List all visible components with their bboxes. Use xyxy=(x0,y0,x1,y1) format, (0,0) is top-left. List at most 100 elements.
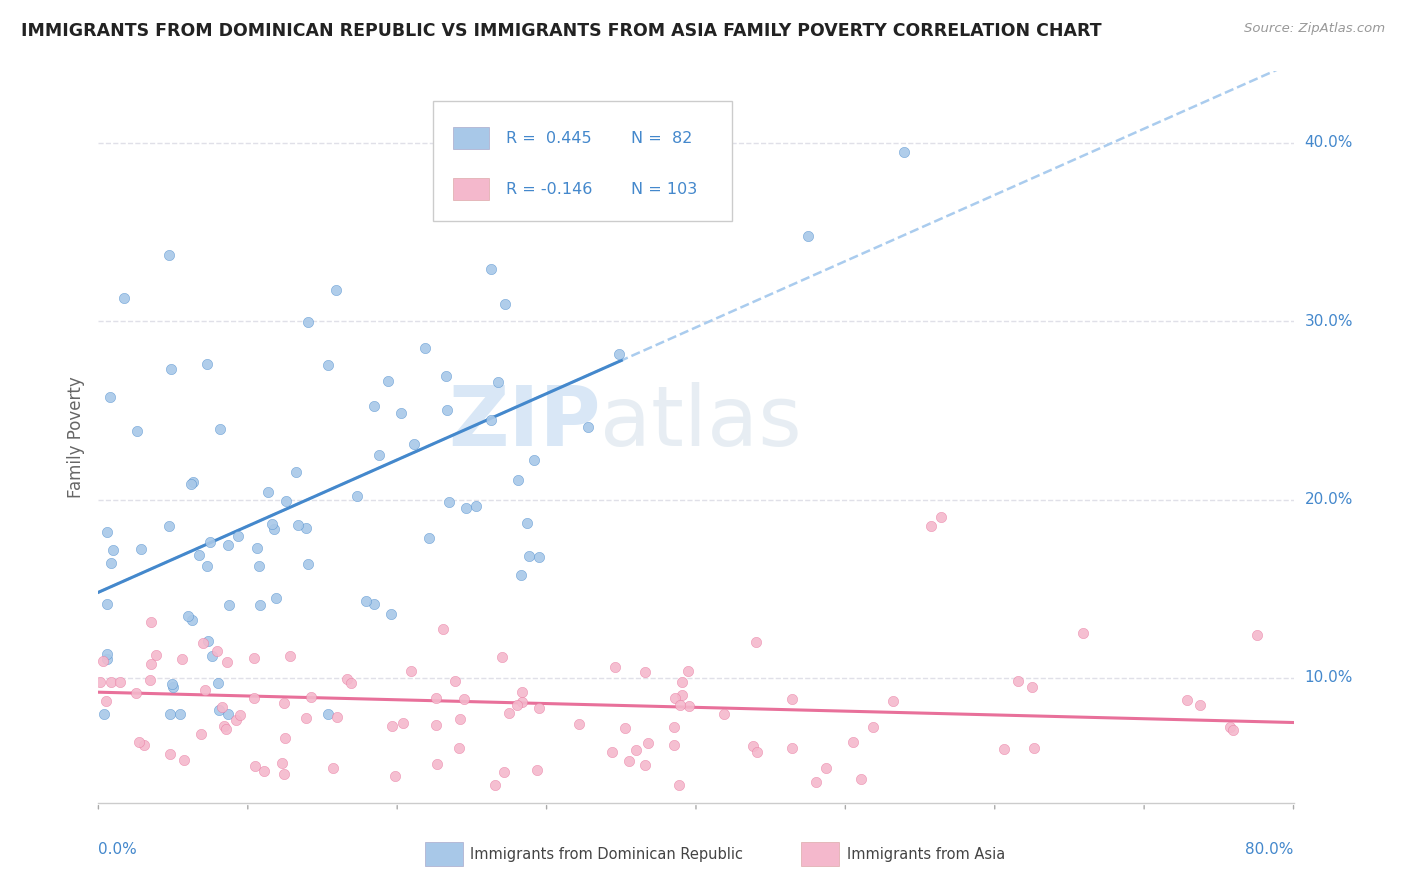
Point xyxy=(1073,625,1095,640)
Point xyxy=(380,607,402,621)
Point xyxy=(1189,698,1212,712)
Point xyxy=(713,706,735,721)
Point xyxy=(624,743,647,757)
Point xyxy=(637,736,659,750)
Point xyxy=(217,706,239,721)
Text: ZIP: ZIP xyxy=(449,382,600,463)
Point xyxy=(340,676,363,690)
Point xyxy=(243,759,266,773)
Point xyxy=(354,594,377,608)
Point xyxy=(212,719,235,733)
Point xyxy=(399,665,422,679)
FancyBboxPatch shape xyxy=(453,178,489,201)
Point xyxy=(93,706,115,721)
Point xyxy=(600,745,623,759)
Point xyxy=(444,674,467,689)
Point xyxy=(207,676,229,690)
Point xyxy=(274,494,297,508)
Point xyxy=(676,664,699,678)
Point xyxy=(439,495,461,509)
Point xyxy=(607,346,630,360)
Point xyxy=(678,698,700,713)
Point xyxy=(160,362,183,376)
Point xyxy=(287,518,309,533)
Point xyxy=(252,764,274,779)
Point xyxy=(316,358,339,372)
Point xyxy=(176,608,198,623)
Point xyxy=(318,706,340,721)
Point xyxy=(208,421,231,435)
Point xyxy=(432,622,454,636)
Point xyxy=(190,727,212,741)
Point xyxy=(664,720,686,734)
Point xyxy=(271,756,294,770)
Point xyxy=(201,648,224,663)
Point xyxy=(125,685,148,699)
Point xyxy=(273,696,295,710)
Point xyxy=(506,698,529,713)
Point xyxy=(218,598,240,612)
Point xyxy=(486,375,509,389)
Point xyxy=(842,735,865,749)
Point xyxy=(671,688,693,702)
Point xyxy=(780,741,803,756)
Point xyxy=(426,757,449,772)
Point xyxy=(617,754,640,768)
Point xyxy=(181,475,204,490)
Point xyxy=(260,517,283,532)
Point xyxy=(181,613,204,627)
Point xyxy=(226,529,249,543)
Point xyxy=(668,778,690,792)
Point xyxy=(510,567,533,582)
Point xyxy=(744,634,766,648)
Point xyxy=(217,655,239,669)
Point xyxy=(108,675,131,690)
Point xyxy=(125,424,148,438)
Point xyxy=(194,683,217,698)
Point xyxy=(576,420,599,434)
Point xyxy=(510,695,533,709)
Point xyxy=(363,597,385,611)
Point xyxy=(191,636,214,650)
Text: R = -0.146: R = -0.146 xyxy=(506,182,592,197)
Text: 40.0%: 40.0% xyxy=(1305,136,1353,150)
Point xyxy=(169,706,191,721)
Point xyxy=(363,399,385,413)
Point xyxy=(273,767,295,781)
Point xyxy=(1219,720,1241,734)
Point xyxy=(381,719,404,733)
Point xyxy=(1175,692,1198,706)
Point xyxy=(664,738,686,752)
Point xyxy=(425,718,447,732)
Point xyxy=(247,558,270,573)
Point xyxy=(479,262,502,277)
Y-axis label: Family Poverty: Family Poverty xyxy=(66,376,84,498)
Point xyxy=(449,712,471,726)
Point xyxy=(1222,723,1244,738)
Point xyxy=(671,675,693,690)
FancyBboxPatch shape xyxy=(453,128,489,149)
Point xyxy=(297,315,319,329)
Point xyxy=(498,706,520,720)
Point xyxy=(1246,628,1268,642)
Point xyxy=(134,738,156,752)
Point xyxy=(929,510,952,524)
Point xyxy=(96,651,118,665)
Point xyxy=(613,721,636,735)
Point xyxy=(742,739,765,753)
Point xyxy=(494,297,516,311)
Point xyxy=(849,772,872,786)
Point xyxy=(160,677,183,691)
Point xyxy=(249,598,271,612)
Point xyxy=(180,477,202,491)
Point xyxy=(1021,680,1043,694)
Text: IMMIGRANTS FROM DOMINICAN REPUBLIC VS IMMIGRANTS FROM ASIA FAMILY POVERTY CORREL: IMMIGRANTS FROM DOMINICAN REPUBLIC VS IM… xyxy=(21,22,1102,40)
Point xyxy=(418,532,440,546)
Point xyxy=(893,145,915,160)
Point xyxy=(96,598,118,612)
Point xyxy=(197,634,219,648)
Point xyxy=(806,774,828,789)
Point xyxy=(456,501,478,516)
Point xyxy=(526,764,548,778)
Text: N =  82: N = 82 xyxy=(631,131,693,145)
